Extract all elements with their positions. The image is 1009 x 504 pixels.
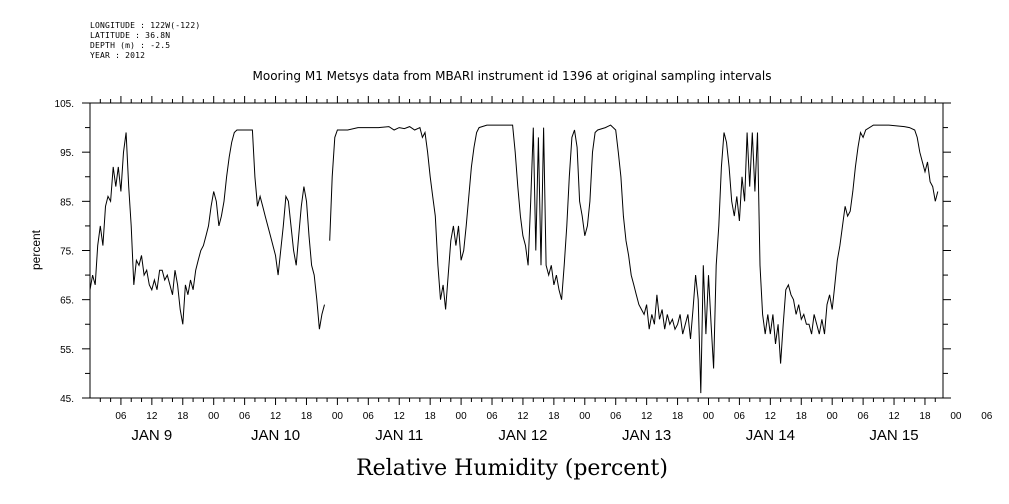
- x-day-label: JAN 12: [498, 427, 547, 444]
- humidity-line: [329, 124, 939, 394]
- x-day-label: JAN 9: [131, 427, 172, 444]
- x-tick-label: 12: [270, 411, 282, 422]
- x-axis-title: Relative Humidity (percent): [356, 456, 668, 481]
- y-tick-label: 85.: [60, 197, 74, 208]
- x-tick-label: 06: [486, 411, 498, 422]
- y-tick-label: 55.: [60, 345, 74, 356]
- chart-title: Mooring M1 Metsys data from MBARI instru…: [253, 69, 772, 83]
- x-tick-label: 06: [610, 411, 622, 422]
- x-day-label: JAN 14: [746, 427, 795, 444]
- x-axis: 06 12 18 00 06 12 18 00 06 12 18 00 06 12 18 00 06 12 18 00…: [99, 96, 993, 444]
- x-tick-label: 00: [950, 411, 962, 422]
- x-tick-label: 06: [363, 411, 375, 422]
- x-day-label: JAN 11: [375, 427, 423, 444]
- longitude-label: LONGITUDE : 122W(-122): [90, 21, 201, 30]
- x-tick-label: 18: [919, 411, 931, 422]
- y-tick-label: 105.: [55, 99, 74, 110]
- depth-label: DEPTH (m) : -2.5: [90, 41, 171, 50]
- x-tick-label: 00: [579, 411, 591, 422]
- humidity-line: [89, 129, 325, 330]
- x-tick-label: 06: [858, 411, 870, 422]
- y-tick-label: 95.: [60, 148, 74, 159]
- x-tick-label: 18: [425, 411, 437, 422]
- x-tick-label: 18: [548, 411, 560, 422]
- x-tick-label: 00: [332, 411, 344, 422]
- x-tick-label: 18: [301, 411, 313, 422]
- y-tick-label: 65.: [60, 296, 74, 307]
- x-tick-label: 06: [734, 411, 746, 422]
- data-series: [89, 124, 939, 394]
- x-tick-label: 12: [641, 411, 653, 422]
- x-tick-label: 00: [208, 411, 220, 422]
- x-tick-label: 18: [672, 411, 684, 422]
- y-axis-label: percent: [29, 229, 43, 270]
- year-label: YEAR : 2012: [90, 51, 146, 60]
- x-day-label: JAN 15: [869, 427, 918, 444]
- latitude-label: LATITUDE : 36.8N: [90, 31, 171, 40]
- x-tick-label: 06: [239, 411, 251, 422]
- y-tick-label: 45.: [60, 394, 74, 405]
- y-tick-label: 75.: [60, 247, 74, 258]
- x-tick-label: 12: [517, 411, 529, 422]
- x-tick-label: 12: [888, 411, 900, 422]
- x-tick-label: 18: [177, 411, 189, 422]
- x-day-label: JAN 10: [251, 427, 300, 444]
- x-tick-label: 00: [703, 411, 715, 422]
- x-tick-label: 06: [115, 411, 127, 422]
- plot-frame: [89, 102, 944, 399]
- x-day-label: JAN 13: [622, 427, 671, 444]
- station-metadata: LONGITUDE : 122W(-122) LATITUDE : 36.8N …: [90, 21, 200, 61]
- x-tick-label: 12: [765, 411, 777, 422]
- x-tick-label: 12: [394, 411, 406, 422]
- x-tick-label: 12: [146, 411, 158, 422]
- y-axis: 105. 95. 85. 75. 65. 55. 45.: [55, 99, 951, 405]
- x-tick-label: 00: [456, 411, 468, 422]
- x-tick-label: 18: [796, 411, 808, 422]
- x-tick-label: 00: [827, 411, 839, 422]
- x-tick-label: 06: [981, 411, 993, 422]
